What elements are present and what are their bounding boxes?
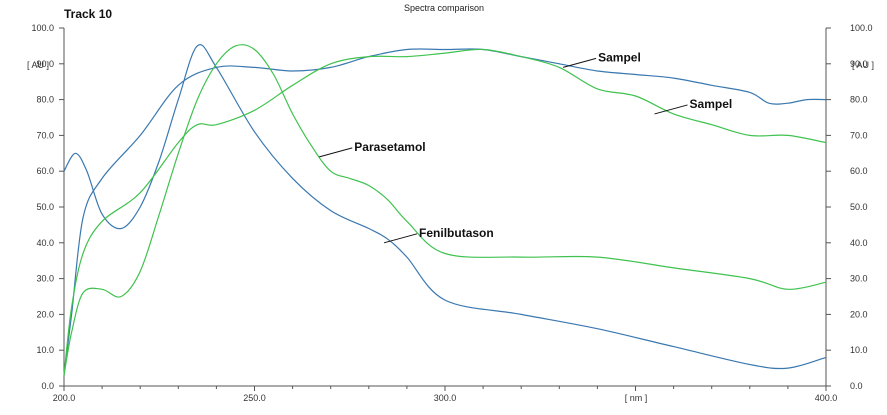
y-tick-label-right: 100.0 [850,23,873,33]
y-tick-label-left: 80.0 [36,95,54,105]
y-tick-label-left: 0.0 [41,381,54,391]
annotation-label: Parasetamol [354,140,425,154]
x-tick-label: 200.0 [53,393,76,403]
annotation-leader [383,233,418,244]
y-axis-label-left: [ AU ] [27,60,49,70]
y-tick-label-right: 40.0 [850,238,868,248]
annotations: Sampel Sampel Parasetamol Fenilbutason [319,50,733,244]
x-tick-label: 300.0 [434,393,457,403]
series-line-4 [63,48,827,376]
axes: 0.0 0.0 10.0 10.0 20.0 20.0 30.0 30.0 40.0 40.0 50… [31,23,872,403]
annotation-leader [654,104,688,115]
y-axis-label-right: [ AU ] [852,60,874,70]
series-group [63,44,827,376]
annotation-leader [319,147,353,158]
x-tick-label: 250.0 [243,393,266,403]
y-tick-label-left: 30.0 [36,274,54,284]
y-tick-label-left: 50.0 [36,202,54,212]
annotation-label: Fenilbutason [419,226,494,240]
y-tick-label-left: 60.0 [36,166,54,176]
y-tick-label-right: 60.0 [850,166,868,176]
track-label: Track 10 [64,7,112,21]
series-line-3 [63,44,827,376]
annotation-label: Sampel [598,50,641,64]
y-tick-label-right: 90.0 [850,59,868,69]
x-tick-label: 400.0 [815,393,838,403]
x-axis-label: [ nm ] [625,393,648,403]
y-tick-label-left: 90.0 [36,59,54,69]
annotation-leader [562,57,597,68]
annotation-label: Sampel [690,97,733,111]
series-line-1 [63,44,827,370]
y-tick-label-left: 20.0 [36,309,54,319]
y-tick-label-left: 40.0 [36,238,54,248]
y-tick-label-right: 80.0 [850,95,868,105]
y-tick-label-right: 50.0 [850,202,868,212]
y-tick-label-right: 70.0 [850,130,868,140]
chart-title: Spectra comparison [404,3,484,13]
series-line-2 [63,48,827,376]
y-tick-label-left: 100.0 [31,23,54,33]
y-tick-label-right: 30.0 [850,274,868,284]
y-tick-label-left: 70.0 [36,130,54,140]
y-tick-label-right: 20.0 [850,309,868,319]
y-tick-label-right: 0.0 [850,381,863,391]
y-tick-label-right: 10.0 [850,345,868,355]
y-tick-label-left: 10.0 [36,345,54,355]
